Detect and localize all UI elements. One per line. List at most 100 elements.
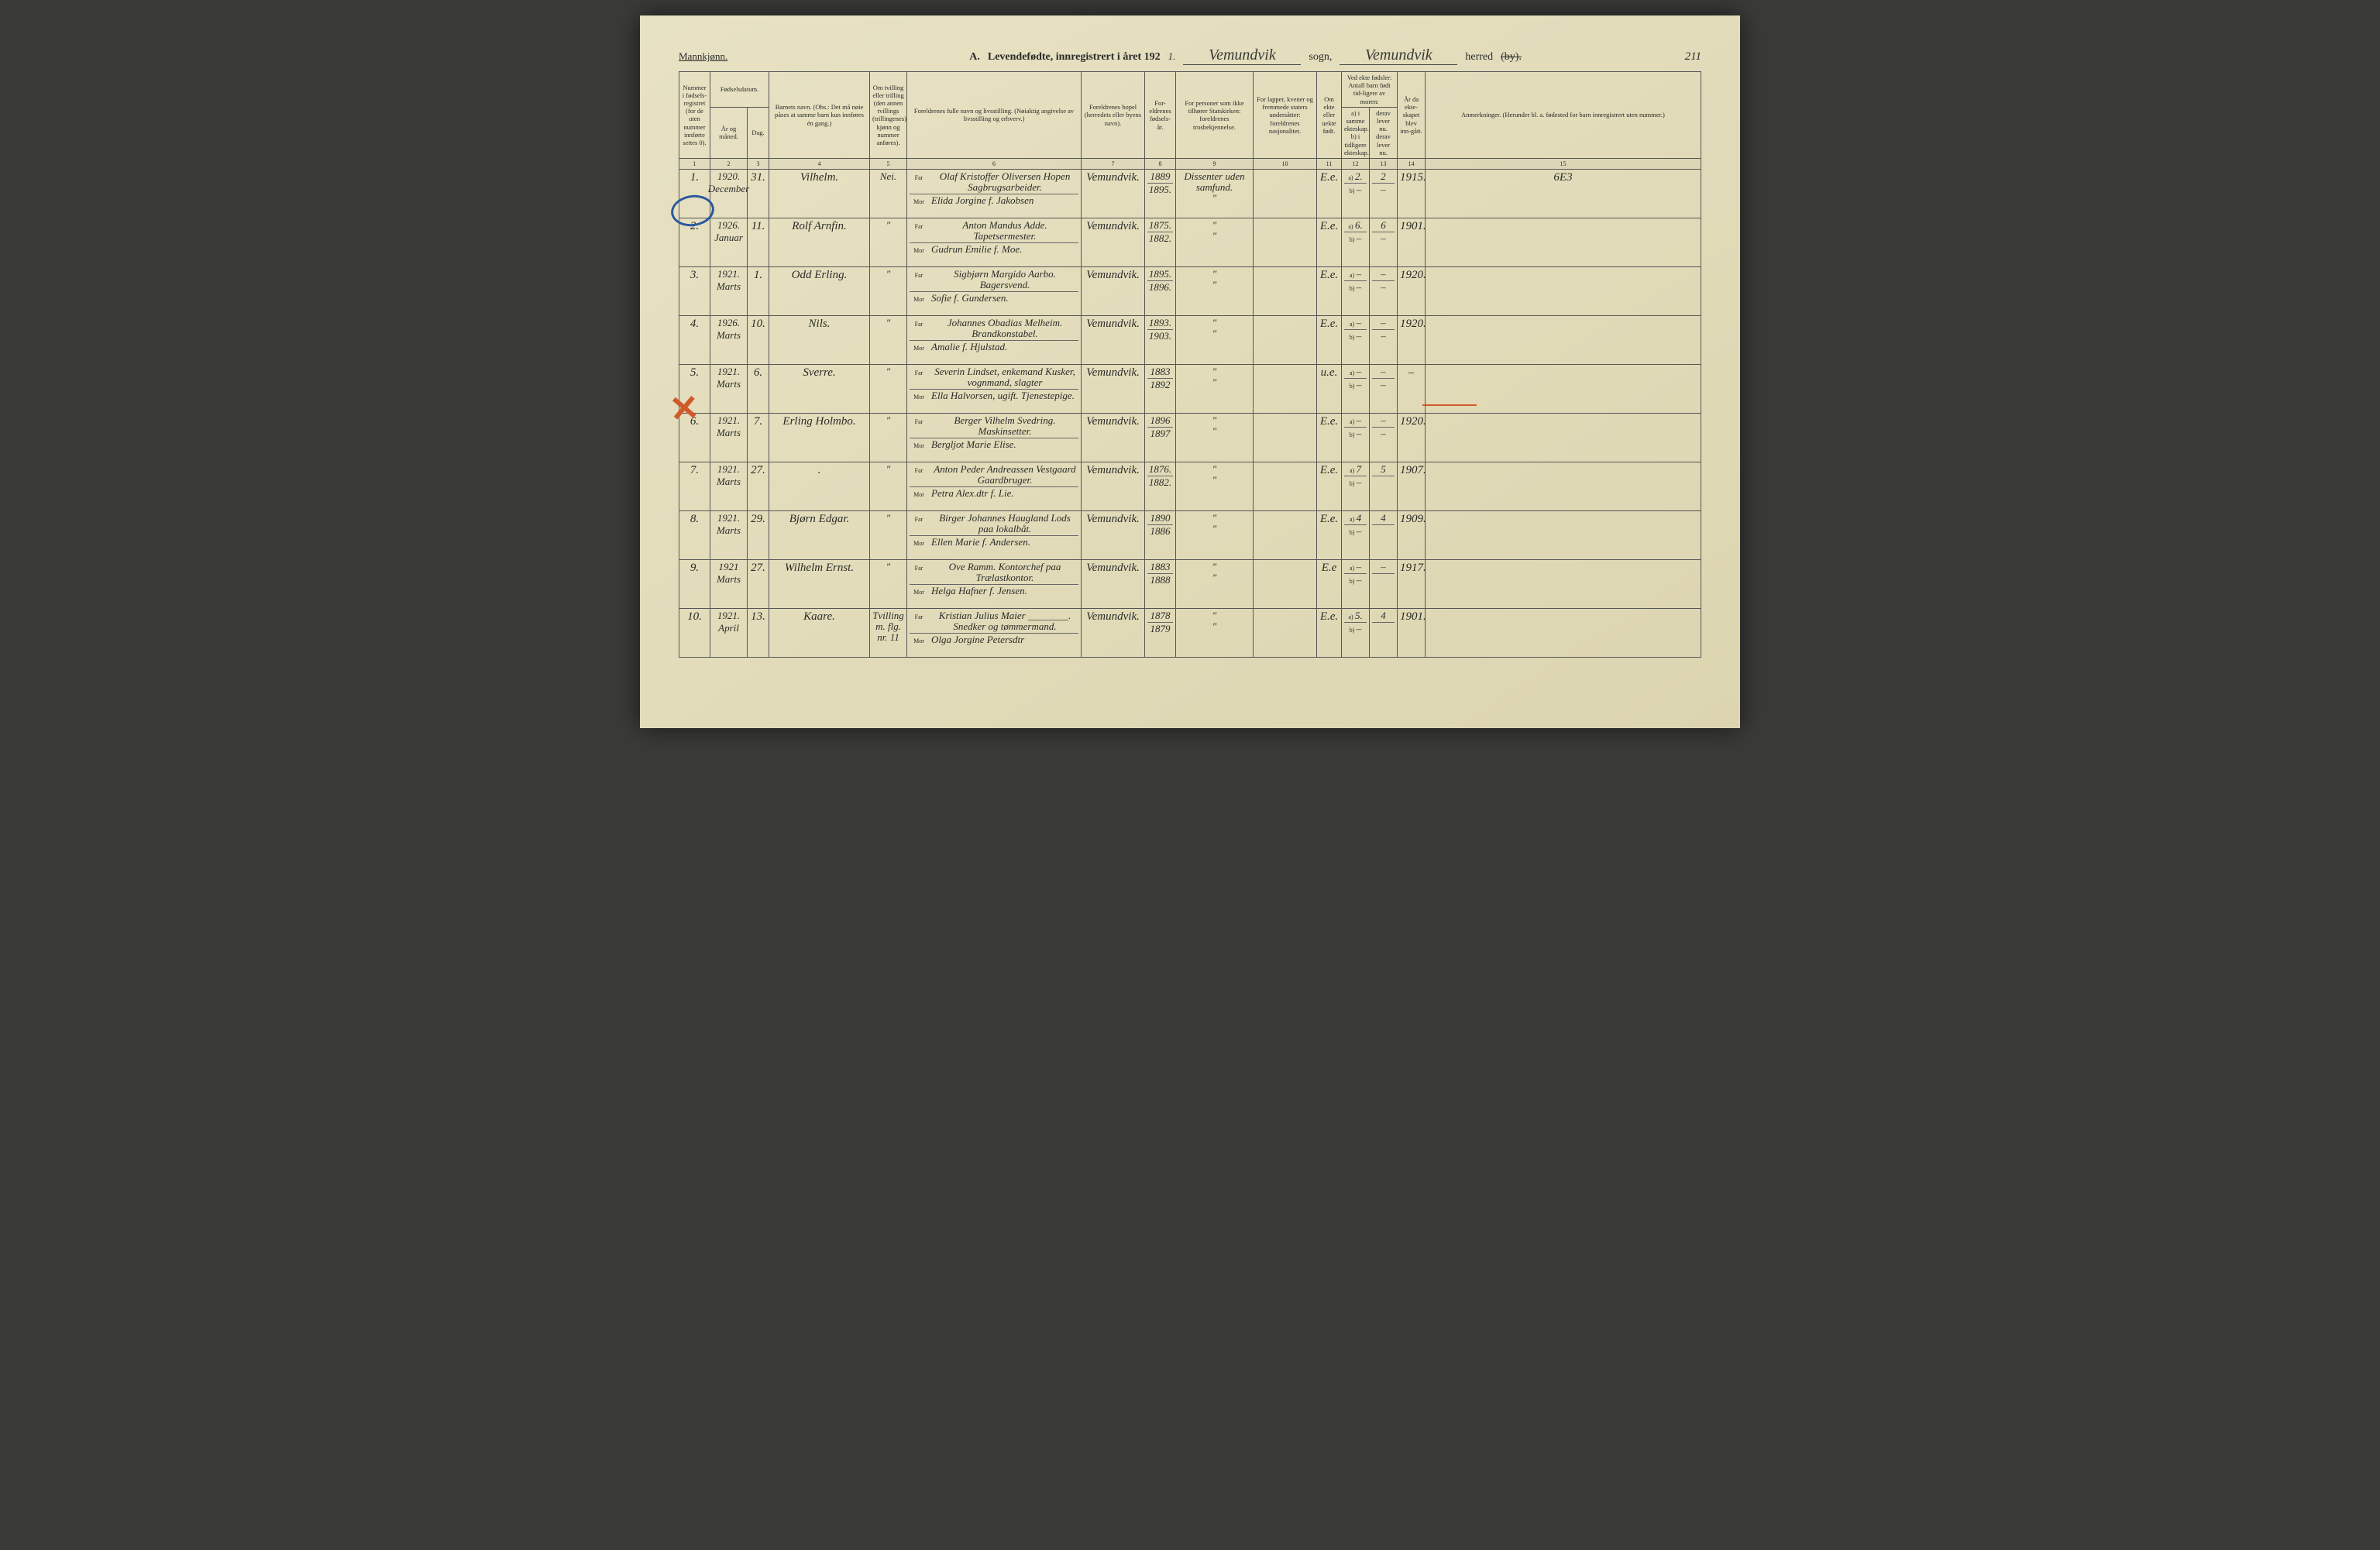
row-c12b: – <box>1357 232 1362 244</box>
row-c12a: – <box>1357 366 1362 377</box>
row-twin: Nei. <box>870 169 907 218</box>
row-c12b: – <box>1357 623 1362 634</box>
row-remarks <box>1426 364 1701 413</box>
row-religion-2: " <box>1178 280 1250 290</box>
row-c12a: 5. <box>1355 610 1363 621</box>
row-c13b: – <box>1381 379 1386 390</box>
row-c13a: – <box>1381 268 1386 280</box>
colnum: 11 <box>1317 158 1342 169</box>
table-row: 2. 1926. Januar 11. Rolf Arnfin. " FarAn… <box>679 218 1701 266</box>
row-number: 10. <box>679 608 710 657</box>
col-header-10: For lapper, kvener og fremmede staters u… <box>1254 72 1317 159</box>
row-c13a: 2 <box>1381 170 1386 182</box>
label-b: b) <box>1350 529 1355 536</box>
col-header-8: For-eldrenes fødsels-år. <box>1145 72 1176 159</box>
row-year: 1921 <box>719 562 739 572</box>
row-father: Sigbjørn Margido Aarbo. Bagersvend. <box>931 269 1078 291</box>
far-label: Far <box>910 223 928 230</box>
row-residence: Vemundvik. <box>1082 315 1145 364</box>
row-day: 7. <box>748 413 769 462</box>
column-number-row: 1 2 3 4 5 6 7 8 9 10 11 12 13 14 15 <box>679 158 1701 169</box>
row-prev-births: a) 4 b) – <box>1342 510 1370 559</box>
row-marriage-year: 1920. <box>1398 413 1426 462</box>
col-12a-text: a) i samme ekteskap. <box>1344 109 1367 133</box>
row-marriage-year: 1901. <box>1398 218 1426 266</box>
col-header-6: Foreldrenes fulle navn og livsstilling. … <box>907 72 1082 159</box>
row-marriage-year: 1909. <box>1398 510 1426 559</box>
row-twin: " <box>870 462 907 510</box>
row-religion: " " <box>1176 218 1254 266</box>
colnum: 5 <box>870 158 907 169</box>
row-month: December <box>708 184 749 194</box>
row-c12b: – <box>1357 525 1362 537</box>
row-date: 1921. Marts <box>710 364 748 413</box>
col-header-15: Anmerkninger. (Herunder bl. a. fødested … <box>1426 72 1701 159</box>
col-header-2a: År og måned. <box>710 107 748 158</box>
row-religion-2: " <box>1178 328 1250 339</box>
row-date: 1920. December <box>710 169 748 218</box>
row-mother-year: 1892 <box>1147 380 1173 390</box>
row-legitimacy: E.e. <box>1317 266 1342 315</box>
row-c12b: – <box>1357 184 1362 195</box>
row-remarks <box>1426 608 1701 657</box>
row-prev-living: 2 – <box>1370 169 1398 218</box>
row-remarks <box>1426 315 1701 364</box>
row-day: 6. <box>748 364 769 413</box>
row-year: 1921. <box>717 610 740 621</box>
table-row: 10. 1921. April 13. Kaare. Tvilling m. f… <box>679 608 1701 657</box>
row-marriage-year: 1920. <box>1398 266 1426 315</box>
row-parents: FarJohannes Obadias Melheim. Brandkonsta… <box>907 315 1082 364</box>
colnum: 3 <box>748 158 769 169</box>
row-father: Anton Mandus Adde. Tapetsermester. <box>931 220 1078 242</box>
far-label: Far <box>910 369 928 376</box>
row-religion-1: " <box>1178 464 1250 475</box>
row-c13a: – <box>1381 561 1386 572</box>
register-page: ✕ 211 Mannkjønn. A. Levendefødte, innreg… <box>640 15 1740 728</box>
row-year: 1921. <box>717 415 740 426</box>
row-prev-living: – – <box>1370 413 1398 462</box>
row-c13a: – <box>1381 414 1386 426</box>
row-mother-year: 1896. <box>1147 282 1173 293</box>
row-nationality <box>1254 315 1317 364</box>
row-religion: " " <box>1176 364 1254 413</box>
row-c12a: – <box>1357 317 1362 328</box>
row-religion-1: " <box>1178 513 1250 524</box>
register-table: Nummer i fødsels-registret (for de uten … <box>679 71 1701 658</box>
row-prev-living: – – <box>1370 266 1398 315</box>
row-day: 27. <box>748 559 769 608</box>
row-legitimacy: u.e. <box>1317 364 1342 413</box>
colnum: 13 <box>1370 158 1398 169</box>
row-month: Januar <box>714 232 743 243</box>
row-prev-living: – – <box>1370 364 1398 413</box>
row-prev-births: a) 7 b) – <box>1342 462 1370 510</box>
row-religion-1: " <box>1178 269 1250 280</box>
row-mother-year: 1897 <box>1147 428 1173 439</box>
row-day: 10. <box>748 315 769 364</box>
far-label: Far <box>910 467 928 474</box>
row-religion-1: " <box>1178 610 1250 621</box>
col-header-14: År da ekte-skapet blev inn-gått. <box>1398 72 1426 159</box>
row-mother-year: 1895. <box>1147 184 1173 195</box>
row-residence: Vemundvik. <box>1082 218 1145 266</box>
table-row: 5. 1921. Marts 6. Sverre. " FarSeverin L… <box>679 364 1701 413</box>
row-c13a: – <box>1381 366 1386 377</box>
far-label: Far <box>910 613 928 620</box>
col-header-12-top: Ved ekte fødsler: Antall barn født tid-l… <box>1342 72 1398 108</box>
row-mother-year: 1903. <box>1147 331 1173 342</box>
row-marriage-year: 1920. <box>1398 315 1426 364</box>
row-c12b: – <box>1357 428 1362 439</box>
colnum: 14 <box>1398 158 1426 169</box>
colnum: 12 <box>1342 158 1370 169</box>
row-parent-years: 1893. 1903. <box>1145 315 1176 364</box>
row-mother: Sofie f. Gundersen. <box>931 293 1009 304</box>
row-month: Marts <box>717 281 741 292</box>
row-c13b: – <box>1381 330 1386 342</box>
row-father: Birger Johannes Haugland Lods paa lokalb… <box>931 513 1078 535</box>
row-c12a: 4 <box>1357 512 1362 524</box>
row-month: Marts <box>717 330 741 341</box>
row-year: 1921. <box>717 464 740 475</box>
row-remarks <box>1426 413 1701 462</box>
row-nationality <box>1254 510 1317 559</box>
row-c13a: 6 <box>1381 219 1386 231</box>
row-date: 1921. Marts <box>710 510 748 559</box>
